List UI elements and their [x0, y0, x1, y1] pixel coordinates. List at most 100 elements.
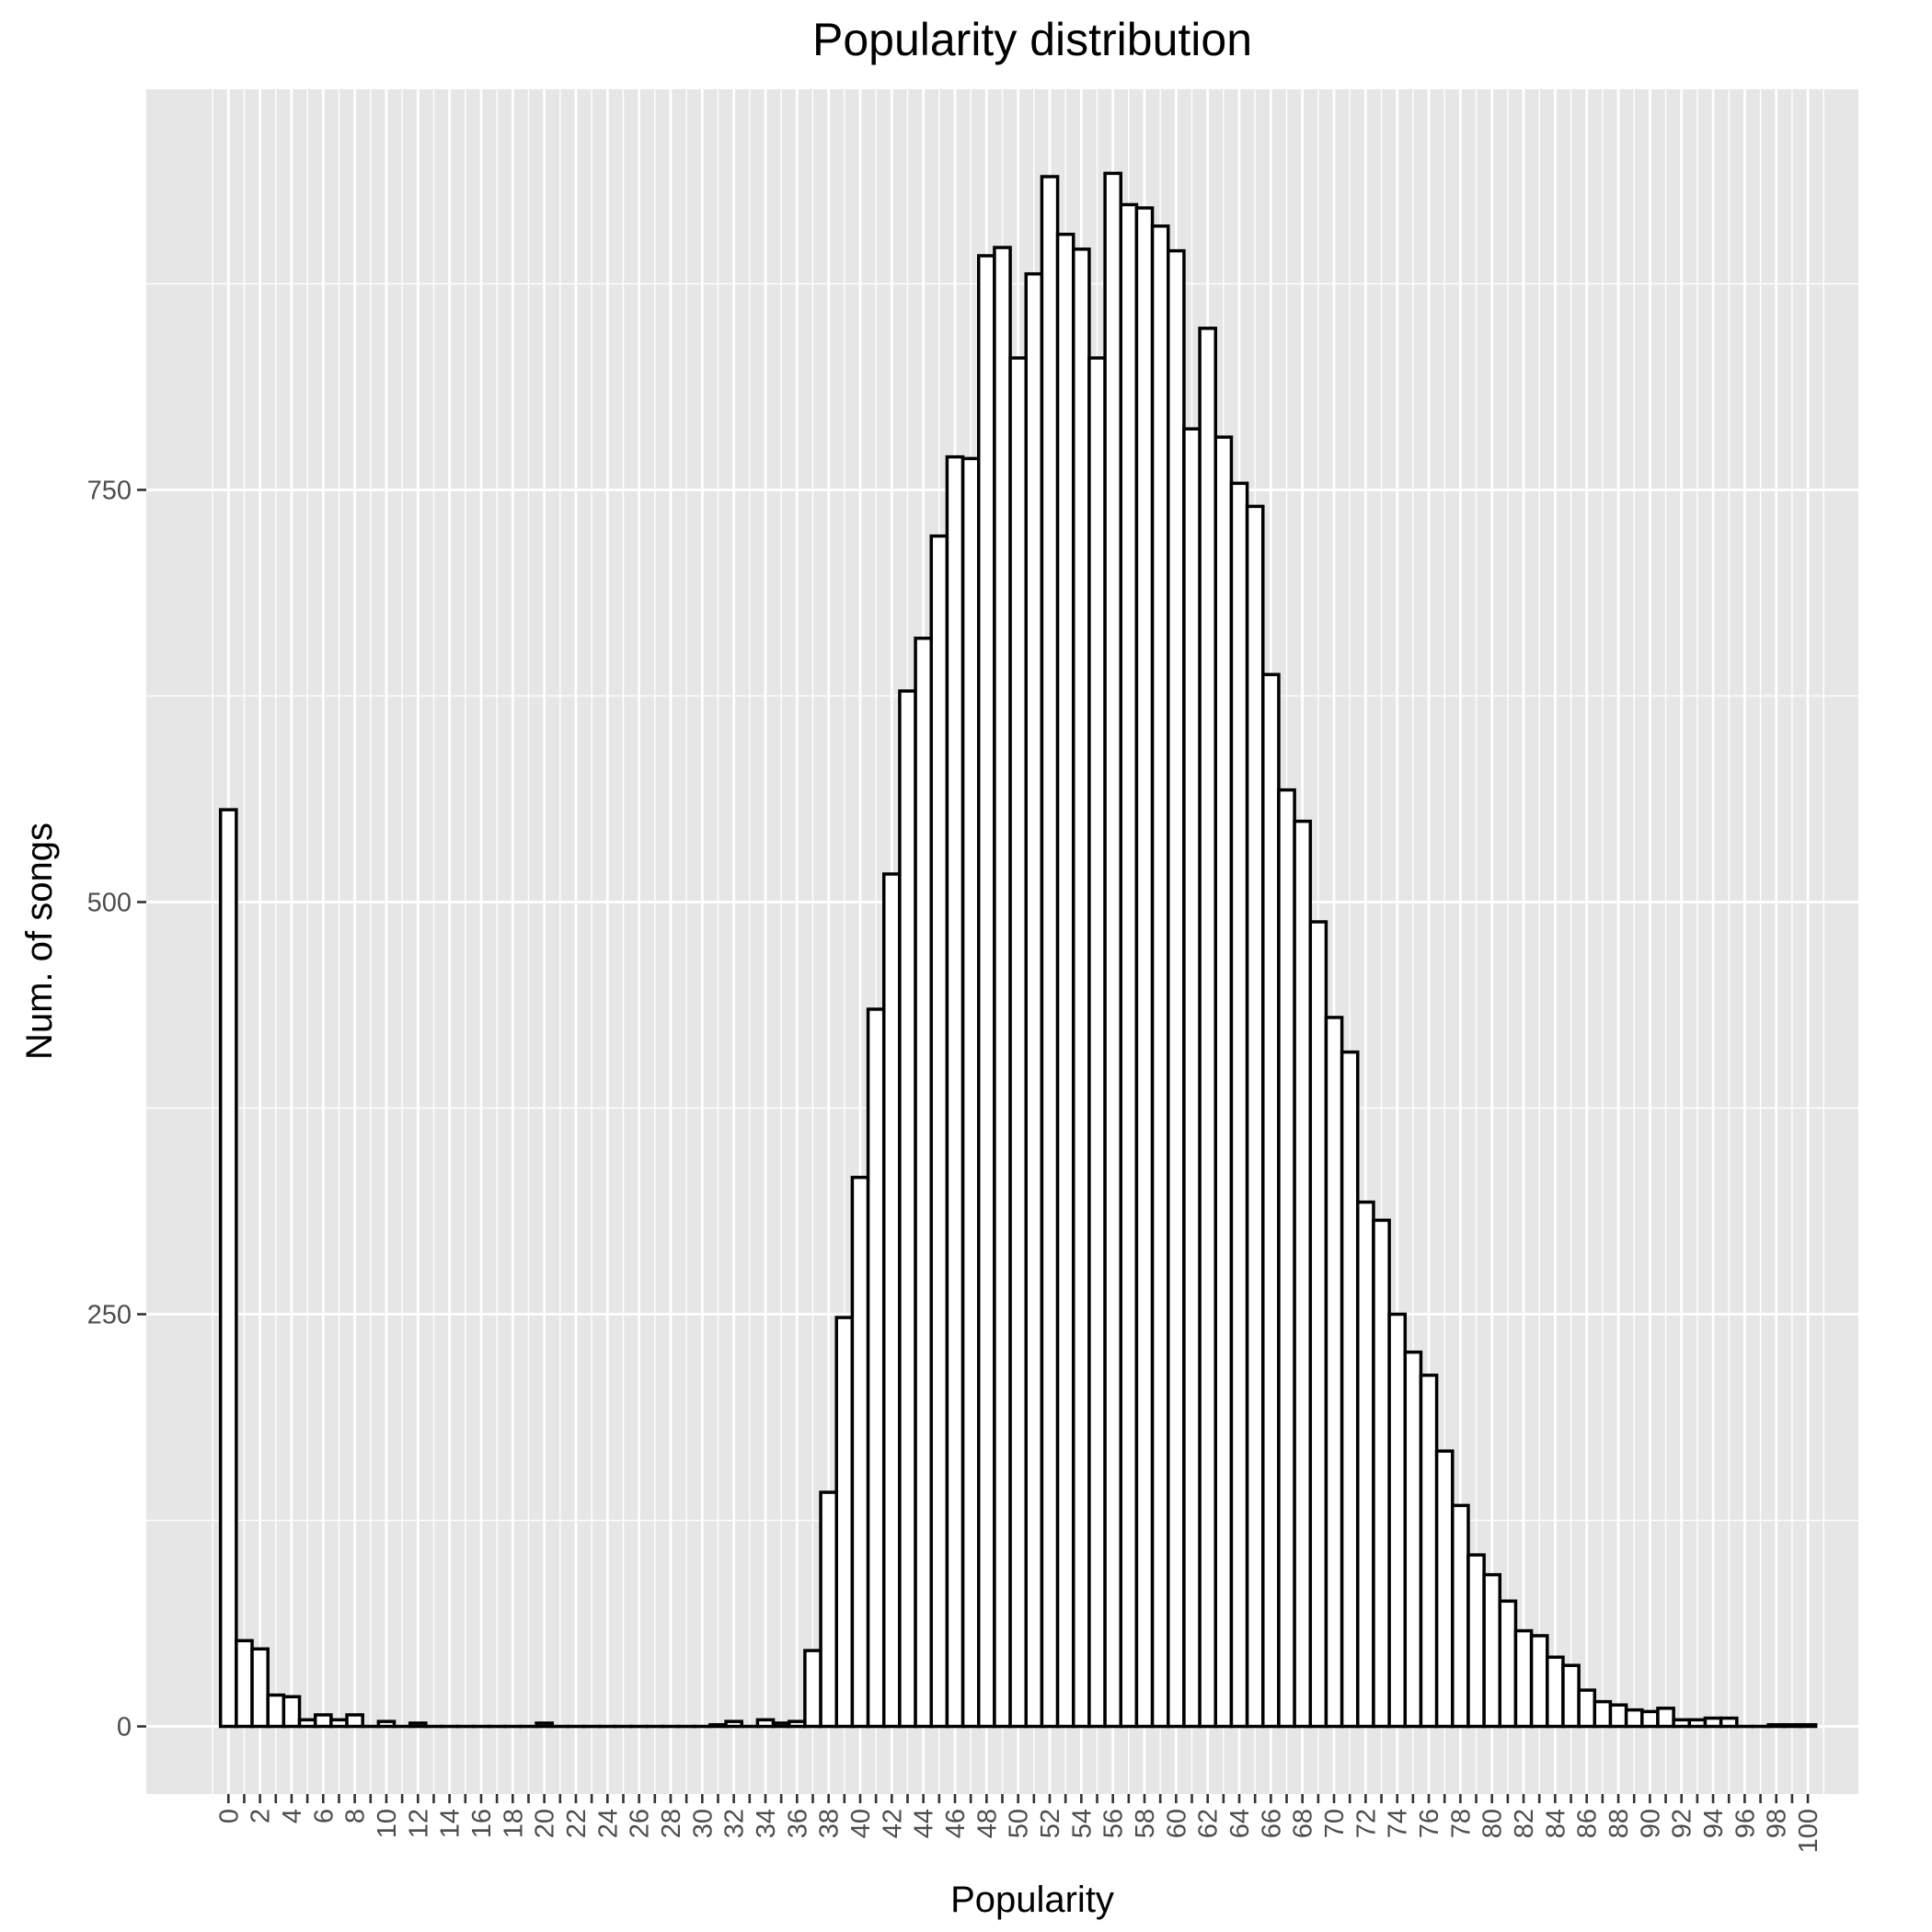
histogram-bar — [535, 1721, 554, 1729]
x-tick-label: 78 — [1446, 1809, 1476, 1838]
histogram-bar — [993, 246, 1012, 1729]
histogram-bar — [1024, 271, 1044, 1729]
histogram-bar — [1451, 1503, 1470, 1729]
histogram-bar — [1593, 1699, 1613, 1729]
histogram-bar — [898, 689, 917, 1729]
histogram-bar — [250, 1647, 270, 1729]
histogram-bar — [1261, 673, 1281, 1729]
x-tick-label: 70 — [1320, 1809, 1350, 1838]
x-tick-label: 24 — [593, 1809, 623, 1838]
y-axis-title: Num. of songs — [19, 822, 60, 1060]
histogram-bar — [1719, 1716, 1739, 1729]
histogram-bar — [329, 1718, 349, 1729]
histogram-bar — [282, 1695, 302, 1729]
x-tick-label: 0 — [214, 1809, 244, 1823]
x-tick-label: 96 — [1731, 1809, 1760, 1838]
histogram-bar — [976, 254, 996, 1729]
x-tick-label: 12 — [404, 1809, 433, 1838]
histogram-bar — [376, 1719, 397, 1729]
x-tick-label: 56 — [1099, 1809, 1129, 1838]
x-tick-label: 16 — [467, 1809, 497, 1838]
x-tick-label: 74 — [1384, 1809, 1413, 1838]
x-tick-label: 60 — [1162, 1809, 1191, 1838]
histogram-bar — [755, 1718, 776, 1729]
x-tick-label: 34 — [752, 1809, 781, 1838]
y-tick-label: 500 — [87, 888, 132, 917]
histogram-bar — [1656, 1707, 1675, 1729]
histogram-bar — [345, 1713, 364, 1729]
histogram-bar — [1040, 175, 1060, 1729]
x-axis: 0 2 4 6 8 10 12 14 16 18 20 22 24 26 28 30 32 34 36 38 40 42 4… — [214, 1794, 1823, 1853]
x-tick-label: 14 — [436, 1809, 466, 1838]
x-tick-label: 68 — [1289, 1809, 1318, 1838]
histogram-bar — [1466, 1553, 1486, 1729]
histogram-bar — [1340, 1050, 1360, 1729]
x-tick-label: 52 — [1036, 1809, 1065, 1838]
histogram-bar — [1419, 1374, 1439, 1729]
histogram-bar — [1498, 1599, 1518, 1729]
histogram-bar — [1608, 1703, 1628, 1729]
histogram-bar — [1213, 435, 1234, 1729]
y-axis: 0 250 500 750 — [87, 476, 146, 1742]
histogram-bar — [708, 1722, 728, 1729]
x-tick-label: 76 — [1415, 1809, 1444, 1838]
x-tick-label: 58 — [1131, 1809, 1160, 1838]
histogram-bar — [1072, 247, 1091, 1729]
histogram-bar — [724, 1719, 743, 1729]
histogram-bar — [408, 1721, 428, 1729]
x-tick-label: 94 — [1699, 1809, 1729, 1838]
histogram-bar — [1513, 1628, 1534, 1729]
x-tick-label: 6 — [309, 1809, 339, 1823]
histogram-bar — [1008, 356, 1029, 1729]
bars — [218, 171, 1818, 1729]
x-tick-label: 64 — [1225, 1809, 1255, 1838]
histogram-bar — [1198, 327, 1218, 1729]
histogram-bar — [1403, 1350, 1423, 1729]
histogram-bar — [1245, 504, 1265, 1729]
histogram-bar — [218, 808, 238, 1729]
x-tick-label: 50 — [1005, 1809, 1034, 1838]
y-tick-label: 250 — [87, 1301, 132, 1330]
x-tick-label: 28 — [657, 1809, 686, 1838]
histogram-bar — [1798, 1722, 1818, 1729]
y-tick-label: 750 — [87, 476, 132, 505]
x-tick-label: 40 — [846, 1809, 876, 1838]
histogram-bar — [266, 1693, 286, 1729]
histogram-bar — [1687, 1718, 1708, 1729]
histogram-bar — [313, 1713, 333, 1729]
histogram-bar — [1134, 206, 1155, 1729]
x-tick-label: 38 — [815, 1809, 845, 1838]
histogram-bar — [1293, 819, 1313, 1729]
x-tick-label: 100 — [1794, 1809, 1823, 1853]
histogram-bar — [1277, 788, 1296, 1729]
x-tick-label: 2 — [247, 1809, 276, 1823]
histogram-bar — [1561, 1663, 1581, 1729]
x-tick-label: 26 — [626, 1809, 655, 1838]
x-tick-label: 30 — [688, 1809, 718, 1838]
x-tick-label: 80 — [1478, 1809, 1508, 1838]
x-tick-label: 88 — [1604, 1809, 1634, 1838]
histogram-bar — [1434, 1449, 1455, 1729]
histogram-bar — [960, 456, 981, 1729]
histogram-bar — [1055, 232, 1075, 1729]
histogram-bar — [929, 534, 949, 1729]
x-tick-label: 92 — [1668, 1809, 1697, 1838]
histogram-bar — [1640, 1709, 1660, 1729]
histogram-bar — [787, 1719, 807, 1729]
x-tick-label: 46 — [941, 1809, 971, 1838]
histogram-bar — [1167, 248, 1186, 1729]
histogram-bar — [1782, 1722, 1802, 1729]
histogram-bar — [834, 1316, 855, 1729]
histogram-bar — [850, 1176, 870, 1729]
histogram-bar — [297, 1718, 317, 1729]
histogram-bar — [235, 1639, 254, 1729]
x-tick-label: 10 — [373, 1809, 402, 1838]
histogram-bar — [1577, 1688, 1597, 1729]
histogram-bar — [881, 872, 902, 1729]
x-axis-title: Popularity — [950, 1880, 1114, 1920]
x-tick-label: 90 — [1636, 1809, 1665, 1838]
x-tick-label: 20 — [531, 1809, 560, 1838]
histogram-bar — [1103, 171, 1123, 1729]
x-tick-label: 62 — [1194, 1809, 1224, 1838]
